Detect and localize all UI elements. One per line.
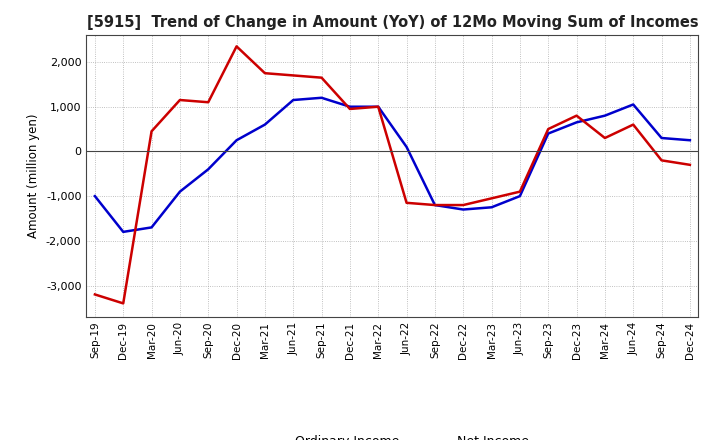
Ordinary Income [204,167,212,172]
Net Income [204,99,212,105]
Net Income [233,44,241,49]
Net Income [544,126,552,132]
Net Income [431,202,439,208]
Ordinary Income [600,113,609,118]
Net Income [176,97,184,103]
Net Income [148,128,156,134]
Ordinary Income [318,95,326,100]
Net Income [374,104,382,110]
Y-axis label: Amount (million yen): Amount (million yen) [27,114,40,238]
Ordinary Income [685,138,694,143]
Net Income [657,158,666,163]
Ordinary Income [459,207,467,212]
Ordinary Income [374,104,382,110]
Net Income [318,75,326,81]
Ordinary Income [261,122,269,127]
Ordinary Income [148,225,156,230]
Ordinary Income [572,120,581,125]
Net Income [346,106,354,112]
Net Income [629,122,637,127]
Line: Net Income: Net Income [95,46,690,304]
Net Income [261,70,269,76]
Ordinary Income [233,138,241,143]
Ordinary Income [487,205,496,210]
Ordinary Income [402,144,411,150]
Ordinary Income [431,202,439,208]
Net Income [289,73,297,78]
Title: [5915]  Trend of Change in Amount (YoY) of 12Mo Moving Sum of Incomes: [5915] Trend of Change in Amount (YoY) o… [86,15,698,30]
Legend: Ordinary Income, Net Income: Ordinary Income, Net Income [251,430,534,440]
Net Income [119,301,127,306]
Ordinary Income [289,97,297,103]
Ordinary Income [91,194,99,199]
Ordinary Income [119,229,127,235]
Net Income [487,196,496,201]
Ordinary Income [629,102,637,107]
Ordinary Income [346,104,354,110]
Line: Ordinary Income: Ordinary Income [95,98,690,232]
Net Income [402,200,411,205]
Net Income [685,162,694,168]
Ordinary Income [544,131,552,136]
Net Income [516,189,524,194]
Net Income [572,113,581,118]
Net Income [91,292,99,297]
Ordinary Income [176,189,184,194]
Net Income [600,136,609,141]
Net Income [459,202,467,208]
Ordinary Income [657,136,666,141]
Ordinary Income [516,194,524,199]
